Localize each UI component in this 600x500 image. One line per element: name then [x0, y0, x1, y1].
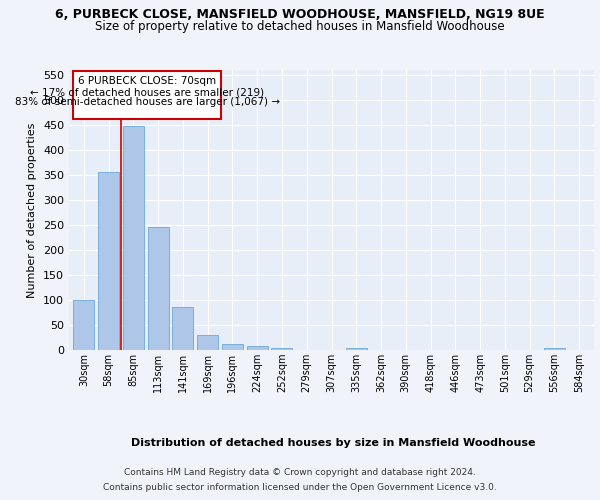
- Text: Distribution of detached houses by size in Mansfield Woodhouse: Distribution of detached houses by size …: [131, 438, 535, 448]
- FancyBboxPatch shape: [73, 72, 221, 119]
- Text: 6 PURBECK CLOSE: 70sqm: 6 PURBECK CLOSE: 70sqm: [78, 76, 216, 86]
- Bar: [247, 346, 268, 350]
- Bar: [148, 228, 169, 350]
- Bar: [544, 348, 565, 350]
- Text: 83% of semi-detached houses are larger (1,067) →: 83% of semi-detached houses are larger (…: [14, 98, 280, 108]
- Text: Contains HM Land Registry data © Crown copyright and database right 2024.: Contains HM Land Registry data © Crown c…: [124, 468, 476, 477]
- Bar: [222, 344, 243, 350]
- Bar: [346, 348, 367, 350]
- Text: 6, PURBECK CLOSE, MANSFIELD WOODHOUSE, MANSFIELD, NG19 8UE: 6, PURBECK CLOSE, MANSFIELD WOODHOUSE, M…: [55, 8, 545, 20]
- Bar: [73, 300, 94, 350]
- Bar: [98, 172, 119, 350]
- Bar: [197, 335, 218, 350]
- Text: Contains public sector information licensed under the Open Government Licence v3: Contains public sector information licen…: [103, 483, 497, 492]
- Bar: [271, 348, 292, 350]
- Y-axis label: Number of detached properties: Number of detached properties: [28, 122, 37, 298]
- Text: Size of property relative to detached houses in Mansfield Woodhouse: Size of property relative to detached ho…: [95, 20, 505, 33]
- Bar: [172, 306, 193, 350]
- Bar: [123, 126, 144, 350]
- Text: ← 17% of detached houses are smaller (219): ← 17% of detached houses are smaller (21…: [30, 88, 264, 98]
